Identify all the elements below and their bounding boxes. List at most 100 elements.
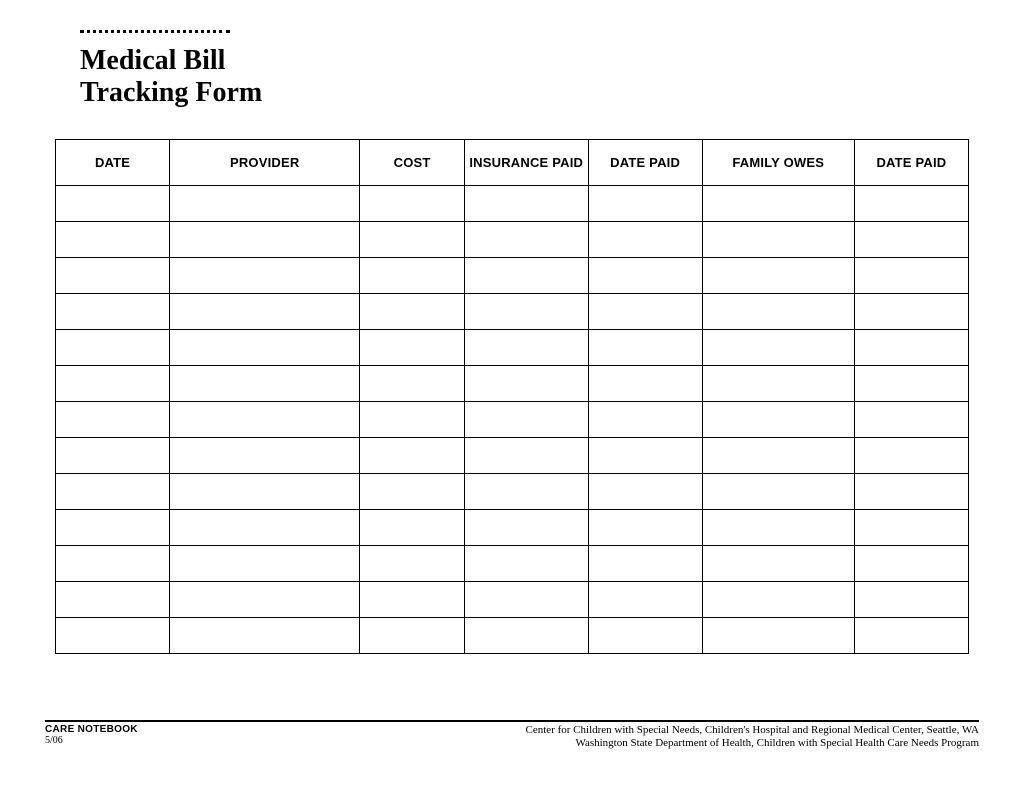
table-cell[interactable] bbox=[702, 222, 854, 258]
table-cell[interactable] bbox=[854, 438, 968, 474]
table-cell[interactable] bbox=[170, 294, 360, 330]
table-cell[interactable] bbox=[854, 330, 968, 366]
table-cell[interactable] bbox=[170, 258, 360, 294]
table-cell[interactable] bbox=[464, 330, 588, 366]
table-cell[interactable] bbox=[588, 438, 702, 474]
table-cell[interactable] bbox=[588, 366, 702, 402]
table-cell[interactable] bbox=[464, 294, 588, 330]
table-cell[interactable] bbox=[464, 186, 588, 222]
table-cell[interactable] bbox=[588, 258, 702, 294]
table-cell[interactable] bbox=[702, 510, 854, 546]
table-cell[interactable] bbox=[854, 402, 968, 438]
table-row bbox=[56, 618, 969, 654]
table-cell[interactable] bbox=[588, 474, 702, 510]
table-cell[interactable] bbox=[56, 474, 170, 510]
table-cell[interactable] bbox=[702, 438, 854, 474]
table-cell[interactable] bbox=[854, 618, 968, 654]
table-row bbox=[56, 510, 969, 546]
table-cell[interactable] bbox=[588, 618, 702, 654]
table-cell[interactable] bbox=[170, 186, 360, 222]
title-line-1: Medical Bill bbox=[80, 45, 979, 77]
table-cell[interactable] bbox=[56, 222, 170, 258]
table-cell[interactable] bbox=[170, 330, 360, 366]
table-cell[interactable] bbox=[854, 474, 968, 510]
table-cell[interactable] bbox=[170, 474, 360, 510]
table-cell[interactable] bbox=[56, 186, 170, 222]
table-cell[interactable] bbox=[702, 294, 854, 330]
table-cell[interactable] bbox=[56, 366, 170, 402]
header-date: DATE bbox=[56, 140, 170, 186]
table-cell[interactable] bbox=[854, 222, 968, 258]
table-cell[interactable] bbox=[702, 618, 854, 654]
table-cell[interactable] bbox=[854, 510, 968, 546]
table-cell[interactable] bbox=[56, 618, 170, 654]
table-cell[interactable] bbox=[360, 366, 465, 402]
table-cell[interactable] bbox=[56, 402, 170, 438]
table-cell[interactable] bbox=[464, 402, 588, 438]
table-cell[interactable] bbox=[464, 366, 588, 402]
table-cell[interactable] bbox=[464, 618, 588, 654]
table-cell[interactable] bbox=[464, 510, 588, 546]
table-cell[interactable] bbox=[588, 582, 702, 618]
table-row bbox=[56, 438, 969, 474]
table-cell[interactable] bbox=[360, 546, 465, 582]
table-cell[interactable] bbox=[464, 258, 588, 294]
table-cell[interactable] bbox=[170, 546, 360, 582]
table-cell[interactable] bbox=[464, 546, 588, 582]
table-cell[interactable] bbox=[702, 186, 854, 222]
table-cell[interactable] bbox=[360, 258, 465, 294]
table-cell[interactable] bbox=[702, 474, 854, 510]
table-cell[interactable] bbox=[854, 582, 968, 618]
table-cell[interactable] bbox=[360, 474, 465, 510]
table-cell[interactable] bbox=[588, 510, 702, 546]
table-cell[interactable] bbox=[360, 222, 465, 258]
table-cell[interactable] bbox=[854, 258, 968, 294]
table-cell[interactable] bbox=[360, 438, 465, 474]
table-cell[interactable] bbox=[360, 186, 465, 222]
table-cell[interactable] bbox=[170, 438, 360, 474]
table-cell[interactable] bbox=[56, 294, 170, 330]
table-cell[interactable] bbox=[464, 474, 588, 510]
table-cell[interactable] bbox=[360, 402, 465, 438]
table-cell[interactable] bbox=[854, 546, 968, 582]
table-cell[interactable] bbox=[464, 222, 588, 258]
table-cell[interactable] bbox=[702, 546, 854, 582]
table-cell[interactable] bbox=[170, 582, 360, 618]
table-cell[interactable] bbox=[56, 510, 170, 546]
table-cell[interactable] bbox=[56, 546, 170, 582]
table-cell[interactable] bbox=[360, 582, 465, 618]
table-cell[interactable] bbox=[854, 366, 968, 402]
table-cell[interactable] bbox=[56, 330, 170, 366]
table-cell[interactable] bbox=[170, 510, 360, 546]
table-cell[interactable] bbox=[360, 618, 465, 654]
table-cell[interactable] bbox=[170, 366, 360, 402]
table-cell[interactable] bbox=[56, 258, 170, 294]
table-cell[interactable] bbox=[588, 546, 702, 582]
table-cell[interactable] bbox=[170, 618, 360, 654]
table-cell[interactable] bbox=[854, 186, 968, 222]
table-cell[interactable] bbox=[588, 186, 702, 222]
table-header-row: DATE PROVIDER COST INSURANCE PAID DATE P… bbox=[56, 140, 969, 186]
table-cell[interactable] bbox=[702, 582, 854, 618]
footer-right-line-2: Washington State Department of Health, C… bbox=[526, 737, 979, 751]
table-cell[interactable] bbox=[702, 330, 854, 366]
footer-row: CARE NOTEBOOK 5/06 Center for Children w… bbox=[45, 724, 979, 752]
table-cell[interactable] bbox=[854, 294, 968, 330]
table-cell[interactable] bbox=[464, 438, 588, 474]
header-insurance-paid: INSURANCE PAID bbox=[464, 140, 588, 186]
table-cell[interactable] bbox=[360, 330, 465, 366]
table-cell[interactable] bbox=[464, 582, 588, 618]
table-cell[interactable] bbox=[702, 366, 854, 402]
table-cell[interactable] bbox=[588, 294, 702, 330]
table-cell[interactable] bbox=[588, 330, 702, 366]
table-cell[interactable] bbox=[588, 222, 702, 258]
table-cell[interactable] bbox=[360, 510, 465, 546]
table-cell[interactable] bbox=[170, 222, 360, 258]
table-cell[interactable] bbox=[702, 258, 854, 294]
table-cell[interactable] bbox=[360, 294, 465, 330]
table-cell[interactable] bbox=[170, 402, 360, 438]
table-cell[interactable] bbox=[702, 402, 854, 438]
table-cell[interactable] bbox=[56, 582, 170, 618]
table-cell[interactable] bbox=[588, 402, 702, 438]
table-cell[interactable] bbox=[56, 438, 170, 474]
